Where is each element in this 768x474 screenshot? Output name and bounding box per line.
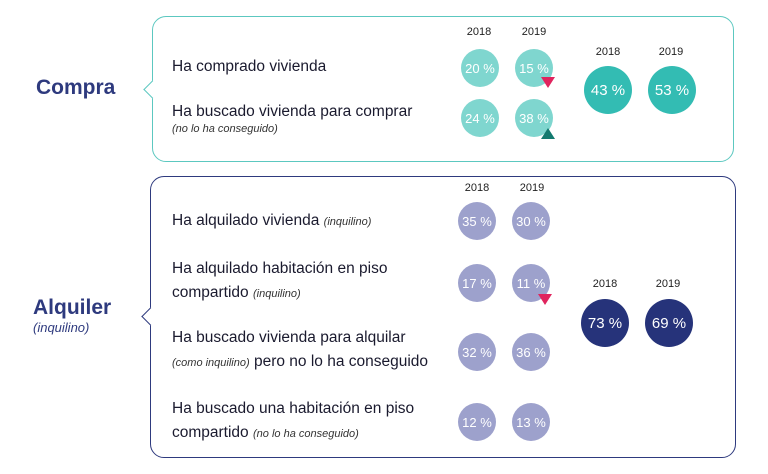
compra-year-2019: 2019: [521, 26, 547, 38]
alquiler-value-bubble: 13 %: [512, 403, 550, 441]
alquiler-row-note: (inquilino): [323, 216, 372, 228]
compra-value-bubble: 15 %: [515, 49, 553, 87]
alquiler-row-label-cont: (como inquilino) pero no lo ha conseguid…: [172, 351, 428, 374]
alquiler-total-year-2019: 2019: [655, 278, 681, 290]
compra-total-bubble: 43 %: [584, 66, 632, 114]
alquiler-row-text: Ha buscado una habitación en piso: [172, 400, 415, 417]
alquiler-value-bubble: 32 %: [458, 333, 496, 371]
compra-value-bubble: 24 %: [461, 99, 499, 137]
compra-year-2018: 2018: [466, 26, 492, 38]
alquiler-value-bubble: 35 %: [458, 202, 496, 240]
alquiler-subtitle: (inquilino): [33, 320, 90, 335]
compra-row-text: Ha buscado vivienda para comprar: [172, 103, 413, 120]
alquiler-row-label-cont: compartido (no lo ha conseguido): [172, 422, 359, 445]
compra-row-label: Ha buscado vivienda para comprar: [172, 101, 412, 123]
alquiler-value-bubble: 36 %: [512, 333, 550, 371]
alquiler-row-label-cont: compartido (inquilino): [172, 282, 301, 305]
compra-total-year-2019: 2019: [658, 46, 684, 58]
alquiler-row-text: Ha alquilado habitación en piso: [172, 260, 388, 277]
compra-panel: [152, 16, 734, 162]
alquiler-total-bubble: 69 %: [645, 299, 693, 347]
alquiler-total-year-2018: 2018: [592, 278, 618, 290]
alquiler-row-label: Ha buscado vivienda para alquilar: [172, 327, 406, 349]
alquiler-value-bubble: 30 %: [512, 202, 550, 240]
compra-value-bubble: 20 %: [461, 49, 499, 87]
alquiler-title: Alquiler: [33, 296, 112, 319]
compra-row-note: (no lo ha conseguido): [172, 123, 278, 135]
alquiler-row-text: Ha alquilado vivienda: [172, 212, 320, 229]
alquiler-row-text: Ha buscado vivienda para alquilar: [172, 329, 406, 346]
compra-total-bubble: 53 %: [648, 66, 696, 114]
alquiler-row-text: compartido: [172, 284, 249, 301]
compra-total-year-2018: 2018: [595, 46, 621, 58]
alquiler-total-bubble: 73 %: [581, 299, 629, 347]
alquiler-row-label: Ha buscado una habitación en piso: [172, 398, 414, 420]
trend-down-icon: [541, 77, 555, 88]
alquiler-row-note: (no lo ha conseguido): [253, 428, 359, 440]
alquiler-row-label: Ha alquilado habitación en piso: [172, 258, 387, 280]
trend-down-icon: [538, 294, 552, 305]
compra-row-text: Ha comprado vivienda: [172, 58, 327, 75]
alquiler-panel: [150, 176, 736, 458]
alquiler-row-text: pero no lo ha conseguido: [253, 353, 429, 370]
alquiler-row-note: (inquilino): [253, 288, 301, 300]
alquiler-value-bubble: 17 %: [458, 264, 496, 302]
compra-row-label: Ha comprado vivienda: [172, 56, 326, 78]
alquiler-year-2018: 2018: [464, 182, 490, 194]
compra-title: Compra: [36, 76, 116, 99]
alquiler-row-text: compartido: [172, 424, 249, 441]
alquiler-value-bubble: 12 %: [458, 403, 496, 441]
alquiler-row-label: Ha alquilado vivienda (inquilino): [172, 210, 371, 233]
trend-up-icon: [541, 128, 555, 139]
alquiler-year-2019: 2019: [519, 182, 545, 194]
alquiler-row-note: (como inquilino): [172, 357, 250, 369]
